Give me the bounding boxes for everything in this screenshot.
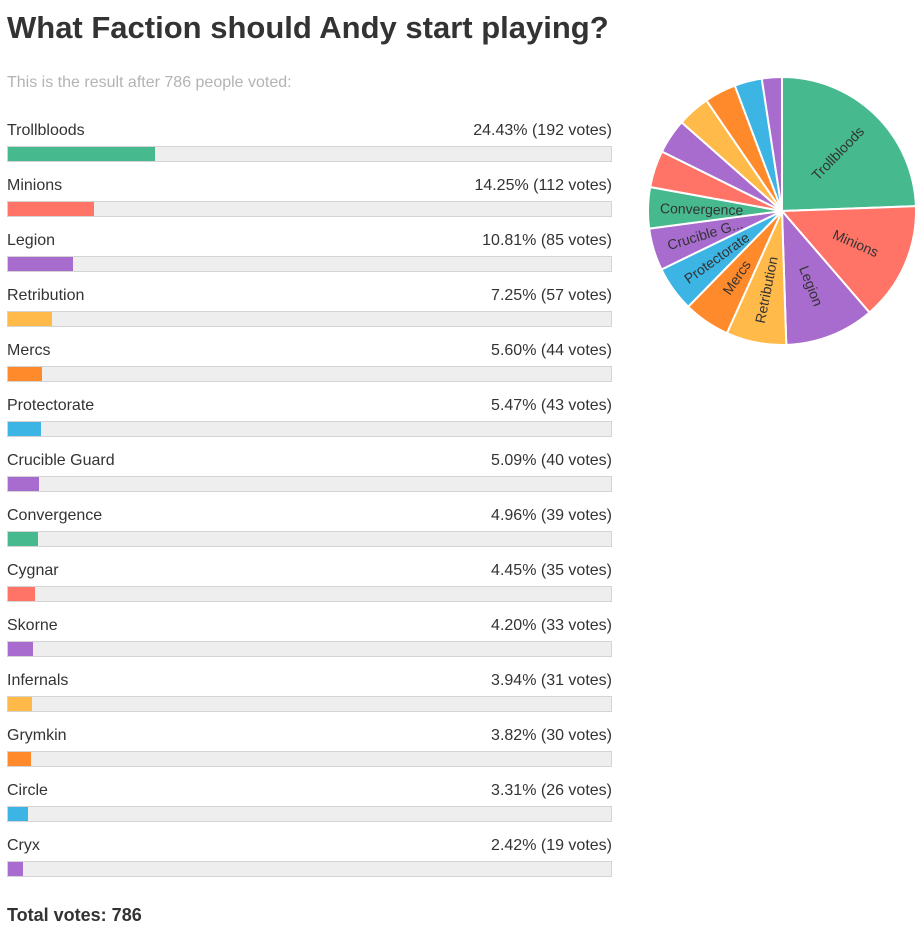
result-row: Protectorate 5.47% (43 votes) (7, 396, 612, 451)
result-row: Minions 14.25% (112 votes) (7, 176, 612, 231)
result-row: Circle 3.31% (26 votes) (7, 781, 612, 836)
option-label: Cryx (7, 837, 40, 854)
option-label: Cygnar (7, 562, 59, 579)
option-result: 4.45% (35 votes) (491, 562, 612, 579)
result-bar-track (7, 806, 612, 822)
result-row: Skorne 4.20% (33 votes) (7, 616, 612, 671)
result-bar (8, 752, 32, 766)
result-row: Cygnar 4.45% (35 votes) (7, 561, 612, 616)
result-bar-track (7, 751, 612, 767)
option-result: 5.09% (40 votes) (491, 452, 612, 469)
option-label: Convergence (7, 507, 103, 524)
option-result: 7.25% (57 votes) (491, 287, 612, 304)
option-label: Crucible Guard (7, 452, 115, 469)
result-bar (8, 697, 32, 711)
total-votes: Total votes: 786 (7, 905, 142, 925)
result-row: Infernals 3.94% (31 votes) (7, 671, 612, 726)
result-row: Mercs 5.60% (44 votes) (7, 341, 612, 396)
option-result: 5.47% (43 votes) (491, 397, 612, 414)
pie-slice (780, 208, 871, 346)
poll-results-list: Trollbloods 24.43% (192 votes) Minions 14.2… (7, 121, 612, 891)
option-label: Trollbloods (7, 122, 85, 139)
result-bar (8, 477, 39, 491)
result-bar (8, 147, 156, 161)
page-title: What Faction should Andy start playing? (7, 10, 609, 45)
result-bar (8, 587, 35, 601)
result-row: Legion 10.81% (85 votes) (7, 231, 612, 286)
result-bar-track (7, 861, 612, 877)
result-bar-track (7, 531, 612, 547)
result-bar-track (7, 641, 612, 657)
option-label: Minions (7, 177, 63, 194)
option-label: Grymkin (7, 727, 67, 744)
option-label: Legion (7, 232, 56, 249)
result-bar (8, 532, 38, 546)
result-row: Trollbloods 24.43% (192 votes) (7, 121, 612, 176)
option-result: 24.43% (192 votes) (473, 122, 612, 139)
result-bar-track (7, 421, 612, 437)
option-label: Circle (7, 782, 48, 799)
pie-slice (779, 205, 917, 314)
result-row: Convergence 4.96% (39 votes) (7, 506, 612, 561)
result-bar-track (7, 696, 612, 712)
option-label: Retribution (7, 287, 85, 304)
pie-chart: TrollbloodsMinionsLegionRetributionMercs… (647, 75, 917, 346)
pie-slice (760, 75, 783, 212)
option-result: 5.60% (44 votes) (491, 342, 612, 359)
result-bar-track (7, 476, 612, 492)
pie-slice (781, 75, 917, 213)
result-bar (8, 202, 94, 216)
option-result: 4.20% (33 votes) (491, 617, 612, 634)
option-label: Mercs (7, 342, 51, 359)
result-bar (8, 862, 23, 876)
result-bar (8, 642, 34, 656)
result-bar-track (7, 146, 612, 162)
result-bar-track (7, 311, 612, 327)
result-bar (8, 257, 74, 271)
poll-subtitle: This is the result after 786 people vote… (7, 74, 292, 91)
option-result: 3.82% (30 votes) (491, 727, 612, 744)
result-bar-track (7, 366, 612, 382)
result-bar-track (7, 586, 612, 602)
pie-slice-label: Convergence (660, 200, 744, 218)
option-result: 14.25% (112 votes) (474, 177, 612, 194)
option-result: 3.31% (26 votes) (491, 782, 612, 799)
result-bar (8, 422, 41, 436)
option-result: 4.96% (39 votes) (491, 507, 612, 524)
result-row: Grymkin 3.82% (30 votes) (7, 726, 612, 781)
option-result: 10.81% (85 votes) (482, 232, 612, 249)
result-row: Cryx 2.42% (19 votes) (7, 836, 612, 891)
result-bar-track (7, 256, 612, 272)
result-bar-track (7, 201, 612, 217)
option-label: Protectorate (7, 397, 95, 414)
option-result: 3.94% (31 votes) (491, 672, 612, 689)
option-label: Infernals (7, 672, 69, 689)
option-label: Skorne (7, 617, 58, 634)
result-row: Retribution 7.25% (57 votes) (7, 286, 612, 341)
result-row: Crucible Guard 5.09% (40 votes) (7, 451, 612, 506)
option-result: 2.42% (19 votes) (491, 837, 612, 854)
result-bar (8, 312, 52, 326)
result-bar (8, 807, 28, 821)
result-bar (8, 367, 42, 381)
